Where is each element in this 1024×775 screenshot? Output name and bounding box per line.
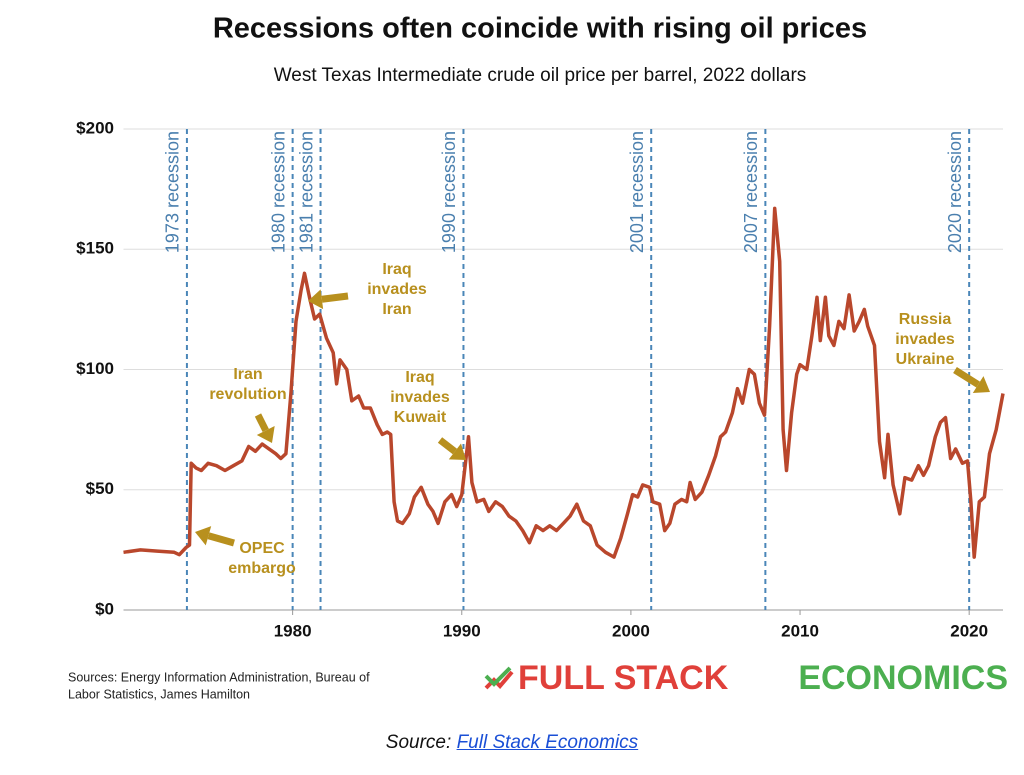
recession-label: 1981 recession [296,131,316,253]
source-link[interactable]: Full Stack Economics [456,732,639,753]
x-tick-label: 2000 [612,621,650,640]
sources-text: Labor Statistics, James Hamilton [68,687,250,701]
y-tick-label: $100 [76,359,114,378]
logo-full-stack: FULL STACK [518,659,729,697]
annotation-text: invades [895,331,955,348]
annotation-arrow [437,437,458,455]
source-line: Source: Full Stack Economics [0,732,1024,754]
annotation-arrowhead [308,289,324,310]
chart-title: Recessions often coincide with rising oi… [213,13,867,45]
recession-label: 2020 recession [945,131,965,253]
y-tick-label: $50 [86,479,114,498]
annotation-text: Russia [899,311,952,328]
recession-label: 1973 recession [163,131,183,253]
chart-subtitle: West Texas Intermediate crude oil price … [274,65,807,86]
price-line [123,206,1005,559]
annotation-arrow [953,367,981,388]
y-tick-label: $150 [76,239,114,258]
annotation-arrowhead [972,376,990,394]
annotation-arrow [321,292,349,303]
annotation-arrowhead [256,426,275,443]
x-tick-label: 1990 [443,621,481,640]
annotation-text: invades [390,389,450,406]
recession-label: 1980 recession [268,131,288,253]
annotation-text: Iraq [382,261,411,278]
y-tick-label: $0 [95,599,114,618]
logo-icon [484,666,514,690]
sources-text: Sources: Energy Information Administrati… [68,670,370,684]
y-tick-label: $200 [76,118,114,137]
chart: Recessions often coincide with rising oi… [68,13,1008,702]
x-tick-label: 2020 [950,621,988,640]
x-tick-label: 1980 [274,621,312,640]
annotation-text: revolution [209,386,286,403]
annotation-arrowhead [195,526,212,546]
annotation-text: invades [367,281,427,298]
annotation-text: OPEC [239,540,285,557]
annotation-text: Iraq [405,369,434,386]
annotation-text: embargo [228,560,296,577]
annotation-text: Iran [233,366,262,383]
logo-economics: ECONOMICS [798,659,1008,697]
recession-label: 2007 recession [741,131,761,253]
annotation-arrowhead [448,443,466,460]
recession-label: 1990 recession [439,131,459,253]
annotation-arrow [254,413,269,433]
annotation-text: Ukraine [896,351,955,368]
annotation-text: Kuwait [394,409,447,426]
recession-label: 2001 recession [627,131,647,253]
annotation-text: Iran [382,301,411,318]
source-prefix: Source: [385,732,452,753]
x-tick-label: 2010 [781,621,819,640]
annotation-arrow [207,532,235,547]
